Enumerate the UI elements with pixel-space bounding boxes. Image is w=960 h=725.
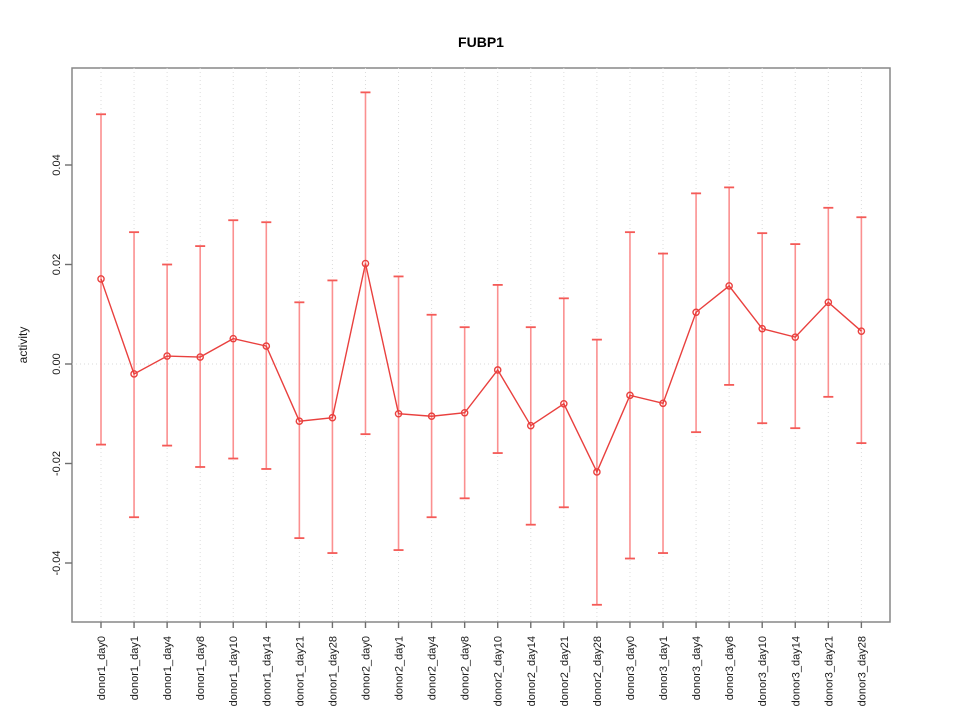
data-point-marker (196, 353, 204, 361)
axis-tick-labels: donor1_day0 donor1_day1 donor1_day4 donor1_… (51, 154, 868, 706)
data-point-marker (560, 399, 568, 408)
x-tick-label: donor2_day1 (394, 636, 406, 700)
x-tick-label: donor3_day14 (790, 636, 802, 706)
x-tick-label: donor2_day21 (559, 636, 571, 706)
data-point-marker (725, 282, 733, 290)
x-tick-label: donor2_day4 (427, 636, 439, 700)
x-tick-label: donor3_day28 (856, 636, 868, 706)
data-point-marker (460, 408, 469, 417)
data-point-marker (857, 327, 866, 335)
y-axis-label: activity (16, 327, 30, 364)
x-tick-label: donor1_day0 (96, 636, 108, 700)
x-tick-label: donor3_day8 (724, 636, 736, 700)
x-tick-label: donor1_day4 (162, 636, 174, 700)
gridlines (72, 68, 890, 622)
data-point-marker (593, 468, 601, 476)
data-point-marker (229, 334, 238, 343)
chart-title: FUBP1 (458, 34, 504, 50)
x-tick-label: donor1_day1 (129, 636, 141, 700)
y-tick-label: 0.00 (51, 353, 63, 374)
x-tick-label: donor1_day14 (261, 636, 273, 706)
data-point-marker (659, 399, 667, 408)
x-tick-label: donor2_day14 (526, 636, 538, 706)
x-tick-label: donor3_day10 (757, 636, 769, 706)
data-point-marker (295, 417, 304, 426)
y-tick-label: 0.04 (51, 154, 63, 175)
x-tick-label: donor3_day4 (691, 636, 703, 700)
data-point-marker (97, 275, 105, 283)
x-tick-label: donor2_day28 (592, 636, 604, 706)
data-point-marker (526, 421, 535, 430)
data-point-marker (130, 370, 138, 378)
x-tick-label: donor3_day1 (658, 636, 670, 700)
x-tick-label: donor2_day10 (493, 636, 505, 706)
plot-area-border (71, 67, 891, 623)
data-point-marker (427, 412, 436, 421)
y-tick-label: -0.04 (51, 550, 63, 575)
data-point-marker (692, 308, 700, 317)
data-point-marker (328, 413, 337, 422)
x-tick-label: donor2_day8 (460, 636, 472, 700)
data-point-marker (163, 352, 171, 360)
data-point-marker (361, 259, 370, 268)
data-point-marker (791, 333, 800, 341)
y-tick-label: -0.02 (51, 451, 63, 476)
x-tick-label: donor3_day21 (823, 636, 835, 706)
data-point-marker (262, 342, 271, 350)
series-line (100, 263, 862, 474)
data-point-marker (493, 366, 502, 374)
data-point-marker (394, 409, 403, 418)
data-point-marker (626, 391, 634, 400)
data-point-marker (758, 324, 767, 333)
x-tick-label: donor1_day28 (327, 636, 339, 706)
x-tick-label: donor2_day0 (360, 636, 372, 700)
data-series (96, 91, 867, 606)
x-tick-label: donor1_day10 (228, 636, 240, 706)
data-point-marker (824, 298, 833, 307)
x-tick-label: donor3_day0 (625, 636, 637, 700)
x-tick-label: donor1_day8 (195, 636, 207, 700)
y-tick-label: 0.02 (51, 254, 63, 275)
axis-ticks (65, 164, 863, 628)
x-tick-label: donor1_day21 (294, 636, 306, 706)
